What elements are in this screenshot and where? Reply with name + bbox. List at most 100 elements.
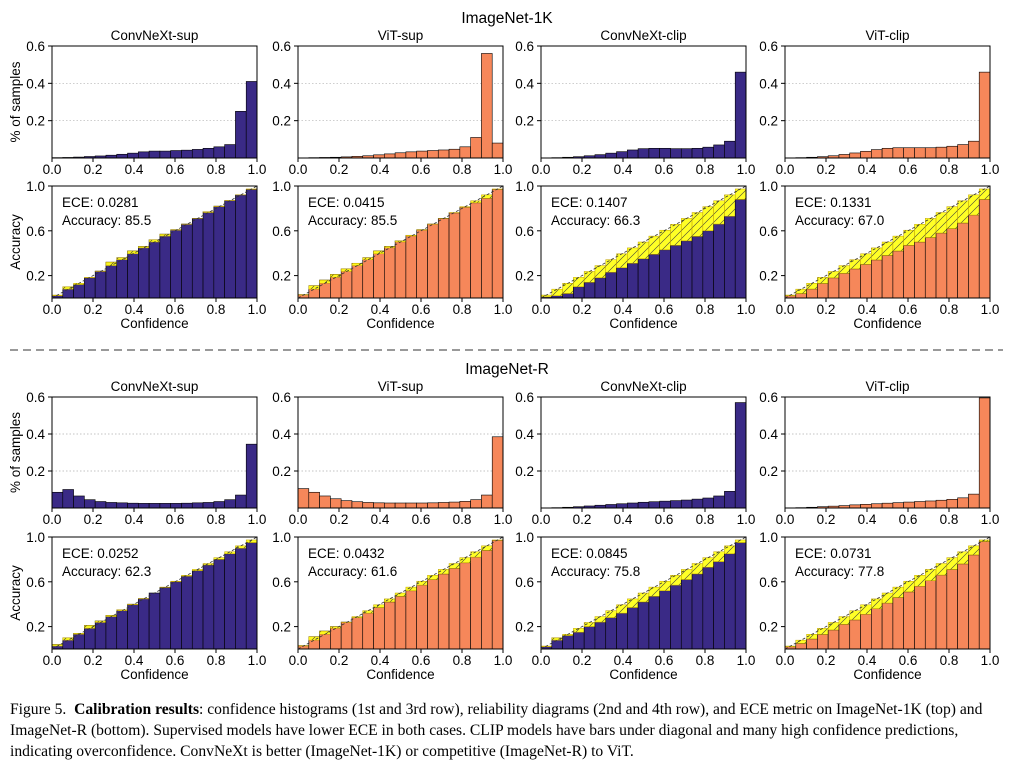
accuracy-bar [957, 222, 969, 299]
hist-bar [73, 495, 85, 509]
x-tick-label: 0.8 [940, 302, 959, 317]
x-tick-label: 0.6 [412, 302, 431, 317]
hist-bar [470, 499, 482, 509]
accuracy-bar [680, 240, 693, 299]
hist-bar [416, 502, 428, 509]
accuracy-bar [637, 258, 650, 299]
hist-bar [84, 499, 96, 509]
panel-1-2: ViT-sup 0.0 0.2 0.4 0.6 0.8 1.0 0.2 0.4 0.6 [272, 28, 512, 177]
diagonal-line [51, 536, 258, 650]
accuracy-bar [138, 246, 150, 299]
accuracy-bar [838, 273, 851, 299]
y-tick-label: 0.4 [515, 427, 534, 442]
hist-bar [903, 501, 915, 509]
accuracy-bar [235, 547, 247, 650]
x-tick-label: 0.6 [655, 162, 674, 177]
accuracy-bar [448, 568, 461, 650]
x-tick-label: 1.0 [248, 162, 267, 177]
accuracy-bar [202, 211, 215, 299]
x-axis-label: Confidence [366, 316, 434, 331]
accuracy-bar [427, 579, 439, 650]
gap-bar [659, 580, 671, 592]
y-tick-label: 1.0 [26, 179, 45, 194]
accuracy-bar [817, 283, 829, 299]
gap-bar [827, 622, 840, 631]
plot-frame [51, 536, 258, 650]
accuracy-bar [437, 573, 450, 650]
accuracy-bar [605, 271, 617, 299]
accuracy-bar [978, 541, 991, 650]
x-tick-label: 0.0 [289, 512, 308, 527]
hist-bar [935, 146, 948, 159]
hist-bar [734, 71, 747, 159]
hist-bar [659, 147, 671, 159]
accuracy-bar [838, 624, 851, 650]
panel-4-4: ECE: 0.0731 Accuracy: 77.8 0.0 0.2 0.4 0.6 0.8… [759, 530, 999, 682]
x-tick-label: 1.0 [494, 162, 513, 177]
x-tick-label: 0.2 [84, 512, 103, 527]
gap-bar [892, 586, 904, 598]
accuracy-bar [330, 626, 342, 650]
ece-label: ECE: 0.0252 [62, 546, 139, 561]
hist-bar [968, 140, 980, 159]
accuracy-bar [978, 199, 991, 299]
x-tick-label: 0.8 [207, 653, 226, 668]
gap-bar [838, 265, 850, 274]
accuracy-bar [235, 194, 247, 299]
accuracy-bar [627, 607, 639, 650]
accuracy-bar [159, 233, 171, 299]
accuracy-bar [73, 633, 85, 650]
accuracy-bar [84, 277, 96, 299]
hist-bar [159, 503, 171, 509]
gap-bar [795, 288, 807, 294]
x-tick-label: 0.8 [696, 302, 715, 317]
hist-bar [978, 397, 991, 509]
accuracy-bar [202, 564, 215, 650]
accuracy-bar [148, 592, 161, 650]
accuracy-label: Accuracy: 67.0 [795, 213, 884, 228]
gap-bar [138, 246, 150, 249]
y-tick-label: 0.2 [272, 464, 291, 479]
accuracy-bar [935, 232, 948, 299]
ece-label: ECE: 0.0731 [795, 546, 872, 561]
panel-1-1: ConvNeXt-sup 0.0 0.2 0.4 0.6 0.8 1.0 0.2 0.4 0.6%… [8, 28, 266, 177]
accuracy-bar [616, 267, 628, 299]
gap-bar [670, 224, 682, 246]
y-axis-label: Accuracy [8, 565, 23, 621]
x-tick-label: 1.0 [737, 302, 756, 317]
hist-bar [170, 503, 182, 509]
hist-bar [881, 502, 894, 509]
accuracy-bar [734, 199, 747, 299]
gap-bar [573, 628, 585, 633]
gap-bar [860, 253, 872, 265]
hist-bar [691, 498, 704, 509]
hist-bar [481, 53, 493, 159]
accuracy-bar [362, 257, 374, 299]
panel-3-1: ConvNeXt-sup 0.0 0.2 0.4 0.6 0.8 1.0 0.2 0.4 0.6%… [8, 379, 266, 527]
y-tick-label: 0.6 [26, 224, 45, 239]
x-tick-label: 0.4 [858, 302, 877, 317]
accuracy-bar [437, 218, 450, 299]
accuracy-label: Accuracy: 61.6 [308, 564, 397, 579]
hist-bar [637, 148, 650, 159]
hist-bar [319, 495, 331, 509]
ece-label: ECE: 0.0281 [62, 195, 139, 210]
accuracy-bar [827, 629, 840, 650]
x-tick-label: 0.8 [207, 162, 226, 177]
y-tick-label: 0.6 [272, 390, 291, 405]
gap-bar [562, 283, 574, 294]
gap-bar [202, 211, 215, 213]
x-tick-label: 0.2 [573, 302, 592, 317]
x-tick-label: 0.6 [166, 512, 185, 527]
y-axis-label: % of samples [8, 412, 23, 493]
panel-3-4: ViT-clip 0.0 0.2 0.4 0.6 0.8 1.0 0.2 0.4 0.6 [759, 379, 999, 527]
y-tick-label: 0.6 [515, 224, 534, 239]
calibration-figure: ImageNet-1K ImageNet-R ConvNeXt-sup 0.0 0.2 0… [8, 10, 1003, 682]
gap-bar [935, 563, 948, 576]
accuracy-bar [713, 223, 725, 299]
y-tick-label: 0.4 [272, 76, 291, 91]
x-tick-label: 0.8 [453, 653, 472, 668]
hist-bar [394, 502, 407, 509]
accuracy-bar [892, 250, 904, 299]
accuracy-bar [957, 563, 969, 650]
